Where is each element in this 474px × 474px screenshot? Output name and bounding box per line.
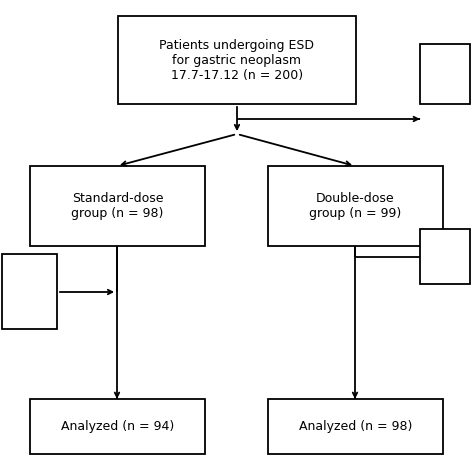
Bar xyxy=(420,229,470,284)
Text: Analyzed (n = 94): Analyzed (n = 94) xyxy=(61,420,174,433)
Text: Double-dose
group (n = 99): Double-dose group (n = 99) xyxy=(310,192,401,220)
Bar xyxy=(30,399,205,454)
Text: Patients undergoing ESD
for gastric neoplasm
17.7-17.12 (n = 200): Patients undergoing ESD for gastric neop… xyxy=(159,38,315,82)
Bar xyxy=(268,166,443,246)
Bar xyxy=(118,16,356,104)
Bar xyxy=(268,399,443,454)
Text: Standard-dose
group (n = 98): Standard-dose group (n = 98) xyxy=(71,192,164,220)
Text: Analyzed (n = 98): Analyzed (n = 98) xyxy=(299,420,412,433)
Bar xyxy=(2,254,57,329)
Bar xyxy=(30,166,205,246)
Bar xyxy=(420,44,470,104)
